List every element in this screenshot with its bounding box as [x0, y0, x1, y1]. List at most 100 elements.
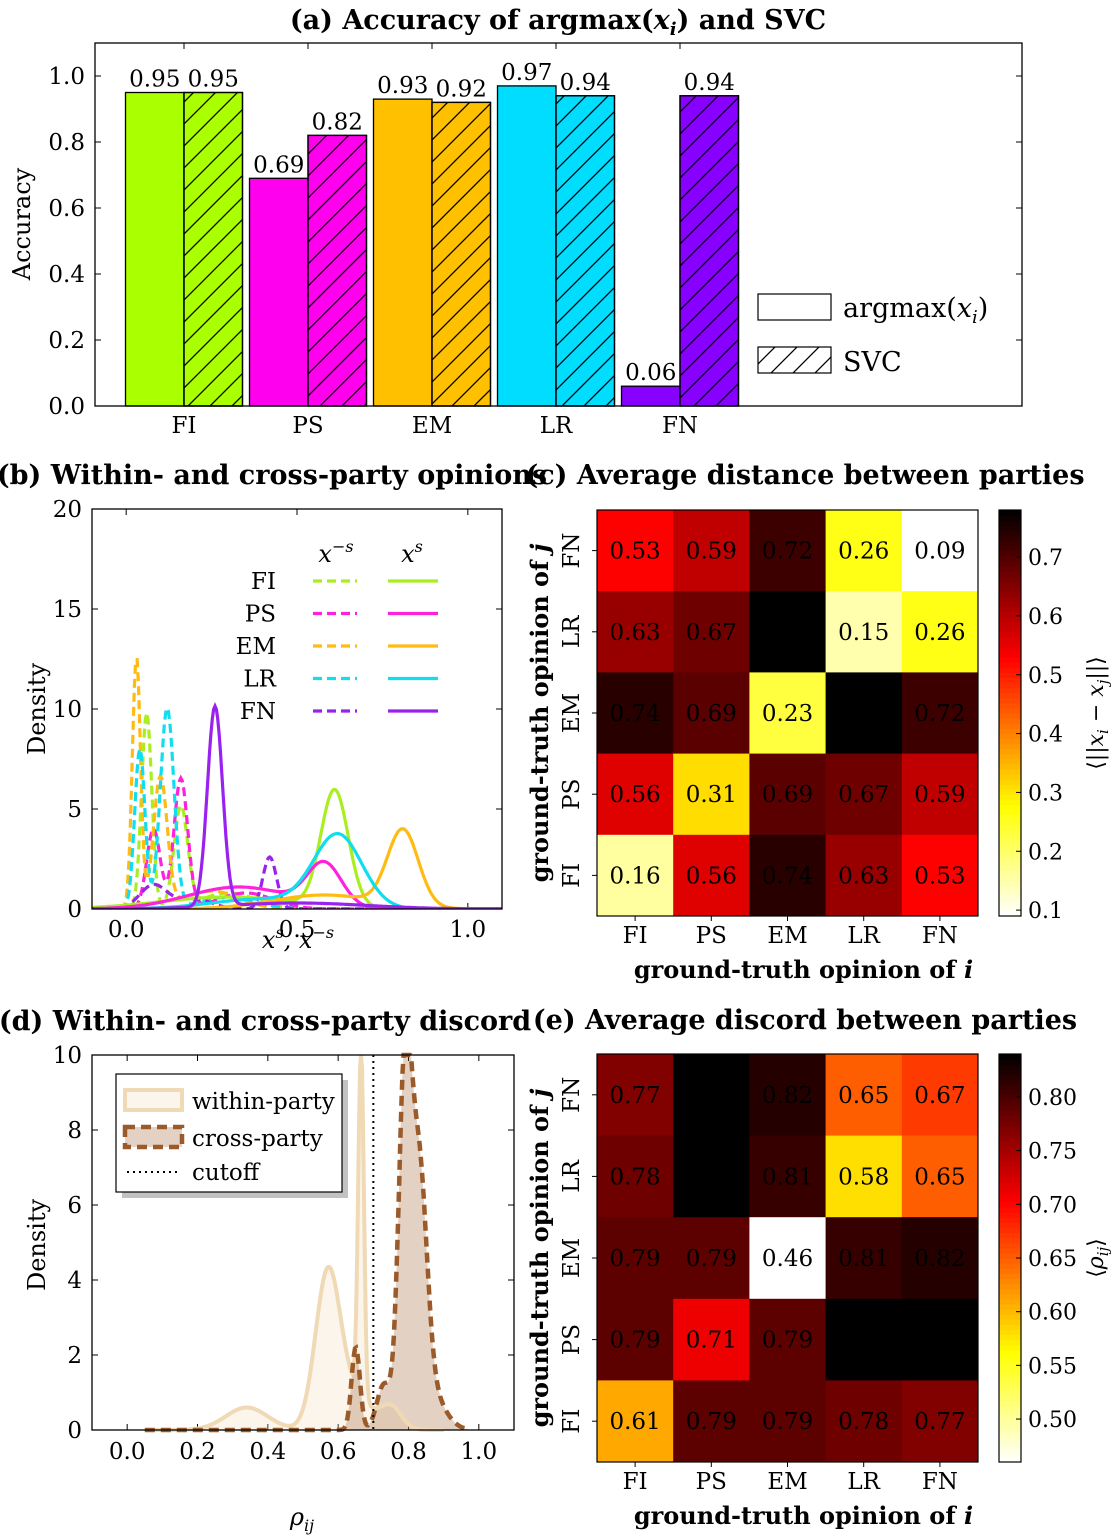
- colorbar-segment: [999, 1242, 1021, 1249]
- colorbar-segment: [999, 794, 1021, 800]
- heatmap-cell: [825, 753, 903, 836]
- cross-party-curve-LR: [92, 702, 502, 909]
- x-tick-label: LR: [540, 413, 573, 439]
- heatmap-cell: [597, 510, 674, 592]
- colorbar-segment: [999, 662, 1021, 668]
- colorbar-label-sub: ij: [1094, 1246, 1112, 1256]
- x-tick-label: EM: [412, 413, 452, 439]
- bar-FN-argmax: [620, 385, 681, 407]
- colorbar-segment: [999, 667, 1021, 673]
- bar-value-label: 0.97: [501, 60, 552, 86]
- colorbar-segment: [999, 1237, 1021, 1244]
- cell-value-label: 0.65: [838, 1083, 889, 1109]
- cell-value-label: 0.63: [838, 863, 889, 889]
- colorbar-tick-label: 0.4: [1028, 723, 1063, 748]
- colorbar-segment: [999, 778, 1021, 785]
- colorbar-segment: [999, 1436, 1021, 1443]
- cell-value-label: 0.72: [762, 539, 813, 565]
- bar-hatch-PS: [307, 134, 368, 407]
- panel-a-title: (a) Accuracy of argmax(xi) and SVC: [290, 5, 826, 40]
- legend-label-cross: cross-party: [192, 1126, 323, 1152]
- colorbar-segment: [999, 1161, 1021, 1167]
- cell-value-label: 0.31: [686, 782, 737, 808]
- colorbar-segment: [999, 657, 1021, 663]
- cell-value-label: 0.09: [914, 539, 965, 565]
- legend-text: argmax(: [843, 293, 957, 324]
- colorbar-segment: [999, 1319, 1021, 1325]
- legend-swatch-cross: [122, 1124, 185, 1150]
- colorbar-segment: [999, 702, 1021, 709]
- title-subscript: i: [670, 19, 677, 40]
- colorbar-segment: [999, 718, 1021, 724]
- colorbar-segment: [999, 1385, 1021, 1392]
- colorbar-segment: [999, 525, 1021, 531]
- x-tick-label: 0.8: [390, 1439, 427, 1465]
- colorbar-segment: [999, 1451, 1021, 1458]
- legend-label-cutoff: cutoff: [192, 1160, 261, 1186]
- x-tick-label: PS: [696, 1469, 727, 1495]
- bar-value-label: 0.94: [684, 70, 735, 96]
- colorbar-segment: [999, 768, 1021, 775]
- heatmap-cell: [673, 510, 750, 592]
- colorbar-segment: [999, 560, 1021, 567]
- legend-label-FN: FN: [240, 699, 276, 725]
- curves: [92, 657, 502, 909]
- cell-value-label: 0.71: [686, 1328, 737, 1354]
- colorbar-segment: [999, 1074, 1021, 1081]
- x-tick-label: PS: [292, 413, 323, 439]
- colorbar-segment: [999, 1283, 1021, 1290]
- colorbar-label-part: ⟨: [1084, 1269, 1109, 1278]
- y-tick-label: LR: [559, 615, 585, 648]
- bar-value-label: 0.06: [625, 360, 676, 386]
- heatmap-cell: [597, 1380, 674, 1463]
- x-tick-label: FI: [623, 1469, 648, 1495]
- x-tick-label: FN: [922, 1469, 958, 1495]
- legend-header-var: x: [318, 540, 332, 568]
- heatmap-cell: [749, 1054, 827, 1137]
- y-tick-label: 10: [53, 697, 82, 723]
- colorbar-segment: [999, 1303, 1021, 1310]
- colorbar-segment: [999, 1232, 1021, 1239]
- colorbar-segment: [999, 1375, 1021, 1381]
- colorbar-segment: [999, 733, 1021, 739]
- heatmap-cell: [901, 510, 979, 592]
- colorbar-tick-label: 0.5: [1028, 664, 1063, 689]
- colorbar-label: ⟨||xi − xj||⟩: [1084, 656, 1112, 770]
- heatmap-cell: [597, 1135, 674, 1218]
- colorbar-segment: [999, 910, 1021, 917]
- title-variable: x: [653, 5, 671, 36]
- x-tick-label: EM: [767, 923, 807, 949]
- colorbar-tick-label: 0.65: [1028, 1247, 1077, 1272]
- heatmap-cell: [673, 672, 750, 755]
- colorbar-segment: [999, 900, 1021, 907]
- heatmap-cell: [673, 1135, 750, 1218]
- colorbar-segment: [999, 1110, 1021, 1116]
- x-tick-label: PS: [696, 923, 727, 949]
- y-tick-label: 1.0: [48, 64, 85, 90]
- colorbar-segment: [999, 652, 1021, 658]
- colorbar-segment: [999, 510, 1021, 516]
- colorbar-segment: [999, 565, 1021, 572]
- x-tick-label: LR: [847, 1469, 880, 1495]
- colorbar-segment: [999, 1288, 1021, 1295]
- colorbar-segment: [999, 601, 1021, 608]
- colorbar-segment: [999, 555, 1021, 562]
- x-tick-label: 0.0: [109, 1439, 146, 1465]
- cell-value-label: 0.79: [686, 1409, 737, 1435]
- y-tick-label: 0.2: [48, 328, 85, 354]
- x-axis-label-var: i: [964, 955, 973, 984]
- x-tick-label: 0.5: [279, 917, 316, 943]
- panel-d-discord-density-plot: (d) Within- and cross-party discord Densi…: [0, 1006, 531, 1535]
- colorbar-tick-label: 0.6: [1028, 605, 1063, 630]
- y-axis-label-var: j: [525, 543, 554, 556]
- x-tick-label: LR: [847, 923, 880, 949]
- y-tick-label: FN: [559, 1077, 585, 1113]
- colorbar-segment: [999, 1446, 1021, 1453]
- legend-box: [115, 1073, 343, 1193]
- colorbar-segment: [999, 672, 1021, 679]
- x-axis-label-text: ground-truth opinion of: [634, 1501, 964, 1530]
- colorbar-segment: [999, 865, 1021, 871]
- y-axis-label: Density: [23, 663, 51, 756]
- colorbar-segment: [999, 626, 1021, 633]
- colorbar-tick-label: 0.50: [1028, 1408, 1077, 1433]
